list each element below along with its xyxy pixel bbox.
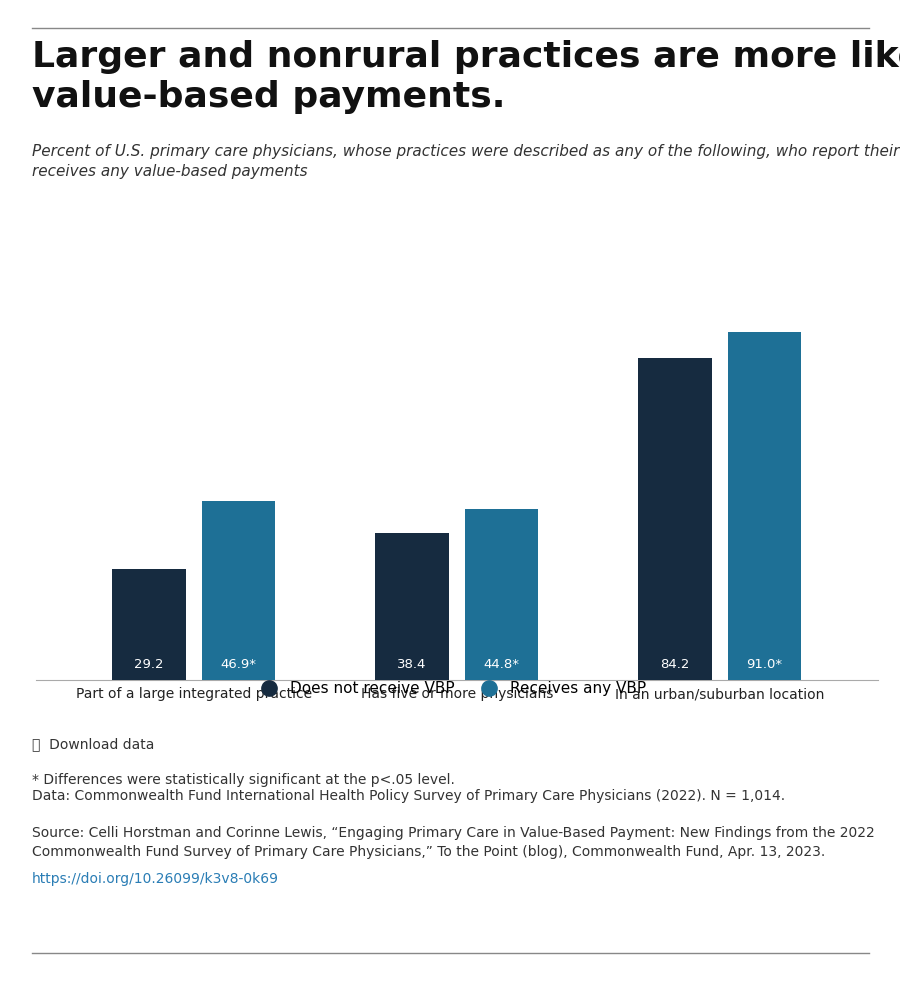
Bar [112,569,186,680]
Text: Percent of U.S. primary care physicians, whose practices were described as any o: Percent of U.S. primary care physicians,… [32,144,900,180]
Text: https://doi.org/10.26099/k3v8-0k69: https://doi.org/10.26099/k3v8-0k69 [32,872,278,886]
Legend: Does not receive VBP, Receives any VBP: Does not receive VBP, Receives any VBP [248,675,652,702]
Bar [727,333,801,680]
Text: ⤓  Download data: ⤓ Download data [32,737,154,751]
Text: 84.2: 84.2 [661,657,689,670]
Text: Data: Commonwealth Fund International Health Policy Survey of Primary Care Physi: Data: Commonwealth Fund International He… [32,789,785,803]
Bar [375,533,449,680]
Text: Source: Celli Horstman and Corinne Lewis, “Engaging Primary Care in Value-Based : Source: Celli Horstman and Corinne Lewis… [32,826,874,859]
Text: 46.9*: 46.9* [220,657,256,670]
Text: * Differences were statistically significant at the p<.05 level.: * Differences were statistically signifi… [32,773,454,786]
Bar [464,509,538,680]
Text: Larger and nonrural practices are more likely to receive
value-based payments.: Larger and nonrural practices are more l… [32,40,900,114]
Text: 38.4: 38.4 [398,657,427,670]
Bar [202,500,275,680]
Text: 44.8*: 44.8* [483,657,519,670]
Bar [638,358,712,680]
Text: 29.2: 29.2 [134,657,164,670]
Text: 91.0*: 91.0* [746,657,782,670]
